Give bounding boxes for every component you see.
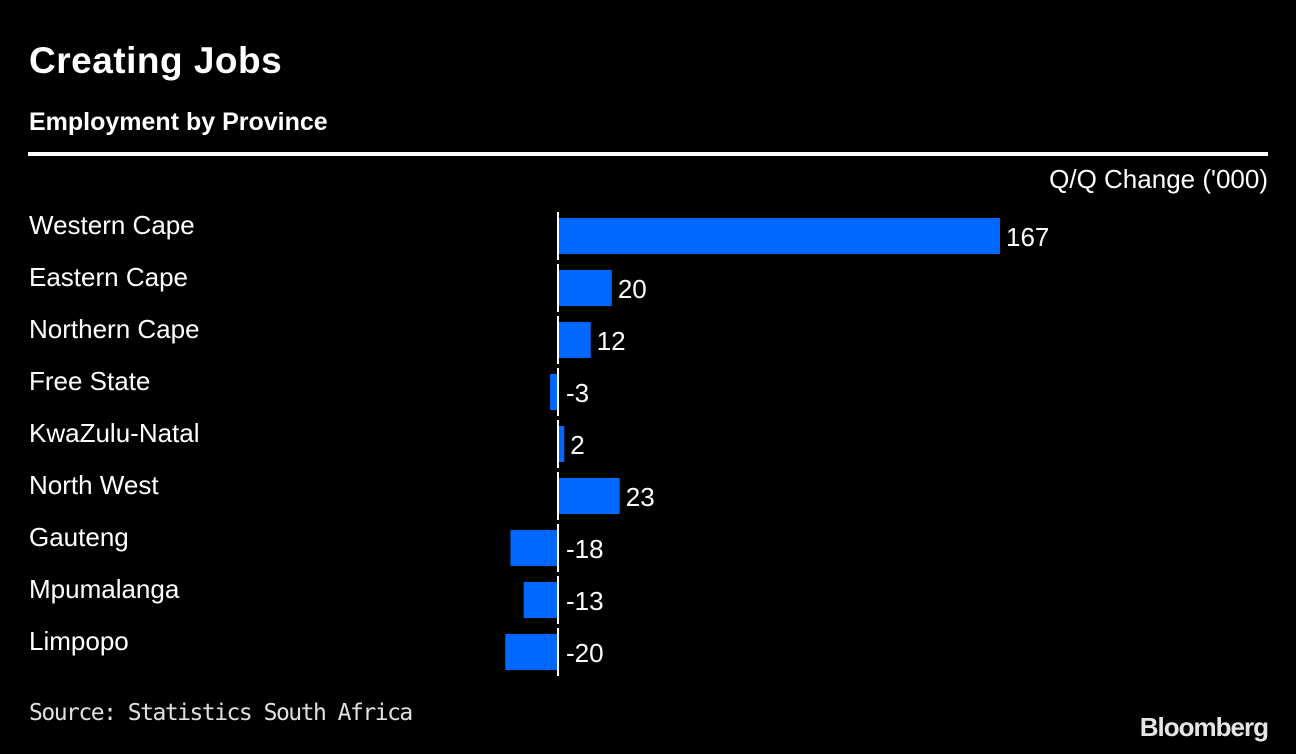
bar-eastern-cape [559, 270, 612, 306]
bar-free-state [550, 374, 558, 410]
data-label: 167 [1006, 222, 1049, 252]
title-divider [28, 152, 1268, 156]
data-label: 12 [597, 326, 626, 356]
category-label: Gauteng [29, 522, 129, 552]
bar-north-west [559, 478, 620, 514]
unit-label: Q/Q Change ('000) [1049, 164, 1268, 194]
category-label: Eastern Cape [29, 262, 188, 292]
category-label: Mpumalanga [29, 574, 180, 604]
chart-subtitle: Employment by Province [29, 108, 328, 136]
chart-title: Creating Jobs [29, 40, 283, 81]
bar-kwazulu-natal [559, 426, 565, 462]
data-label: 23 [626, 482, 655, 512]
data-label: -13 [566, 586, 604, 616]
category-label: Western Cape [29, 210, 195, 240]
bar-chart: Western Cape 167 Eastern Cape 20 Northern Ca… [29, 210, 1049, 676]
bloomberg-logo: Bloomberg [1139, 712, 1269, 742]
bar-limpopo [505, 634, 558, 670]
category-label: Limpopo [29, 626, 129, 656]
data-label: 20 [618, 274, 647, 304]
data-label: -3 [566, 378, 589, 408]
bar-gauteng [510, 530, 558, 566]
category-label: KwaZulu-Natal [29, 418, 200, 448]
bar-mpumalanga [523, 582, 558, 618]
data-label: -18 [566, 534, 604, 564]
category-label: Northern Cape [29, 314, 200, 344]
category-label: Free State [29, 366, 150, 396]
category-label: North West [29, 470, 159, 500]
bar-western-cape [559, 218, 1000, 254]
bar-northern-cape [559, 322, 591, 358]
data-label: -20 [566, 638, 604, 668]
data-label: 2 [570, 430, 584, 460]
source-note: Source: Statistics South Africa [29, 700, 413, 726]
